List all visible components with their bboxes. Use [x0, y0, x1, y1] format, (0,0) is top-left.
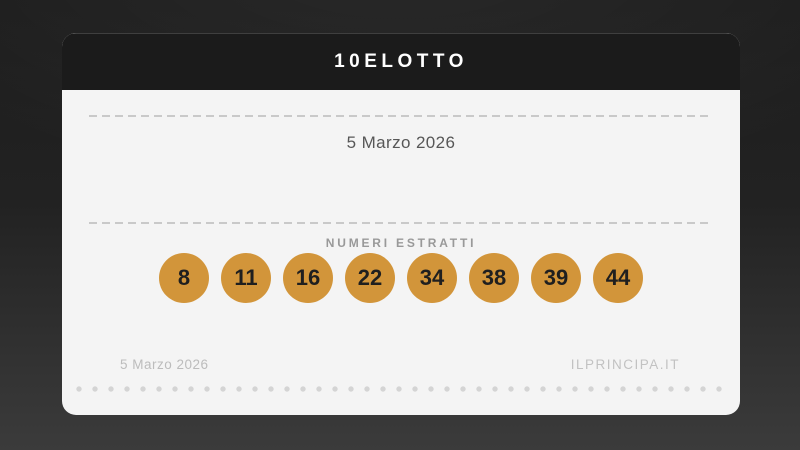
- number-ball: 44: [593, 253, 643, 303]
- card-header: 10ELOTTO: [62, 33, 740, 90]
- card-body: 5 Marzo 2026 NUMERI ESTRATTI 8 11 16 22 34 38…: [62, 90, 740, 415]
- number-ball: 16: [283, 253, 333, 303]
- number-ball: 22: [345, 253, 395, 303]
- footer-row: 5 Marzo 2026 ILPRINCIPA.IT: [120, 357, 680, 372]
- number-ball: 38: [469, 253, 519, 303]
- numbers-label: NUMERI ESTRATTI: [325, 236, 477, 250]
- number-ball: 39: [531, 253, 581, 303]
- draw-date: 5 Marzo 2026: [346, 133, 456, 152]
- numbers-row: 8 11 16 22 34 38 39 44: [62, 253, 740, 303]
- number-ball: 11: [221, 253, 271, 303]
- game-title: 10ELOTTO: [334, 50, 468, 72]
- perforation-dots: [76, 386, 726, 392]
- number-ball: 34: [407, 253, 457, 303]
- divider-dashed-top: [89, 115, 713, 117]
- footer-date: 5 Marzo 2026: [120, 357, 209, 372]
- footer-site-watermark: ILPRINCIPA.IT: [570, 357, 680, 372]
- divider-dashed-middle: [89, 222, 713, 224]
- number-ball: 8: [159, 253, 209, 303]
